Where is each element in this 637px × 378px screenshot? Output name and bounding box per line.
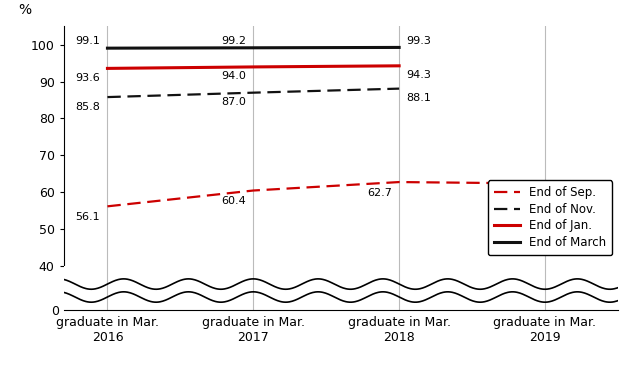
- Text: 93.6: 93.6: [75, 73, 100, 83]
- Text: 94.3: 94.3: [406, 70, 431, 80]
- Text: 56.1: 56.1: [76, 212, 100, 222]
- Text: 99.1: 99.1: [75, 36, 100, 46]
- Text: 62.3: 62.3: [552, 189, 577, 199]
- Text: 85.8: 85.8: [75, 102, 100, 112]
- Text: 62.7: 62.7: [367, 187, 392, 198]
- Text: %: %: [18, 3, 31, 17]
- Text: 94.0: 94.0: [221, 71, 246, 81]
- Text: 60.4: 60.4: [221, 196, 246, 206]
- Text: 87.0: 87.0: [221, 98, 246, 107]
- Text: 99.3: 99.3: [406, 36, 431, 46]
- Text: 99.2: 99.2: [221, 36, 246, 46]
- Text: 88.1: 88.1: [406, 93, 431, 104]
- Legend: End of Sep., End of Nov., End of Jan., End of March: End of Sep., End of Nov., End of Jan., E…: [488, 180, 612, 255]
